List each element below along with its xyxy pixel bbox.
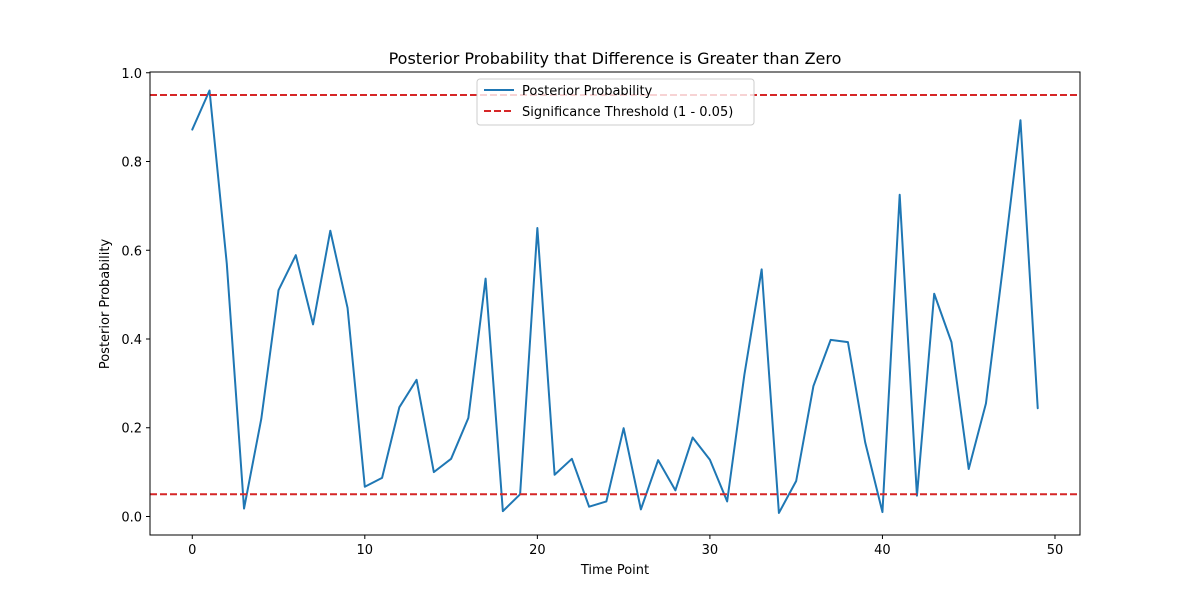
y-tick-label: 0.8 [121,156,142,171]
x-tick-label: 50 [1047,543,1064,558]
y-tick-label: 0.2 [121,422,142,437]
x-axis-label: Time Point [580,563,649,578]
chart-title: Posterior Probability that Difference is… [389,49,842,68]
y-axis-ticks: 0.0 0.2 0.4 0.6 0.8 1.0 [121,67,150,525]
y-tick-label: 1.0 [121,67,142,82]
y-axis-label: Posterior Probability [98,239,113,370]
y-tick-label: 0.0 [121,510,142,525]
y-tick-label: 0.6 [121,244,142,259]
x-tick-label: 40 [874,543,891,558]
x-tick-label: 10 [357,543,374,558]
legend-box [476,78,755,126]
legend-label-threshold: Significance Threshold (1 - 0.05) [522,105,733,120]
axes-frame [149,71,1081,536]
legend-label-posterior: Posterior Probability [522,84,653,99]
plot-area [149,71,1081,536]
x-tick-label: 30 [702,543,719,558]
x-tick-label: 0 [188,543,196,558]
x-axis-ticks: 0 10 20 30 40 50 [188,535,1063,558]
y-tick-label: 0.4 [121,333,142,348]
series-line-posterior-probability [191,89,1039,514]
x-tick-label: 20 [529,543,546,558]
legend: Posterior Probability Significance Thres… [476,78,755,126]
